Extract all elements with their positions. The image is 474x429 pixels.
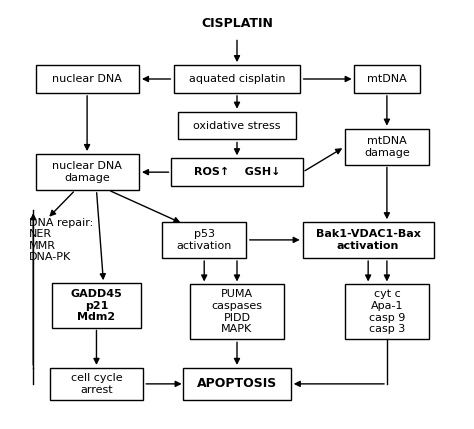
Text: Bak1-VDAC1-Bax
activation: Bak1-VDAC1-Bax activation xyxy=(316,229,420,251)
Text: APOPTOSIS: APOPTOSIS xyxy=(197,378,277,390)
FancyBboxPatch shape xyxy=(36,65,138,93)
Text: GADD45
p21
Mdm2: GADD45 p21 Mdm2 xyxy=(71,289,122,322)
FancyBboxPatch shape xyxy=(354,65,419,93)
Text: aquated cisplatin: aquated cisplatin xyxy=(189,74,285,84)
FancyBboxPatch shape xyxy=(50,368,143,400)
Text: CISPLATIN: CISPLATIN xyxy=(201,18,273,30)
Text: mtDNA: mtDNA xyxy=(367,74,407,84)
FancyBboxPatch shape xyxy=(345,284,429,339)
FancyBboxPatch shape xyxy=(172,158,302,186)
FancyBboxPatch shape xyxy=(190,284,284,339)
Text: mtDNA
damage: mtDNA damage xyxy=(364,136,410,157)
Text: cell cycle
arrest: cell cycle arrest xyxy=(71,373,122,395)
FancyBboxPatch shape xyxy=(178,112,296,139)
FancyBboxPatch shape xyxy=(36,154,138,190)
FancyBboxPatch shape xyxy=(162,222,246,258)
FancyBboxPatch shape xyxy=(345,129,429,165)
FancyBboxPatch shape xyxy=(174,65,300,93)
FancyBboxPatch shape xyxy=(302,222,434,258)
Text: oxidative stress: oxidative stress xyxy=(193,121,281,130)
FancyBboxPatch shape xyxy=(52,283,141,328)
Text: DNA repair:
NER
MMR
DNA-PK: DNA repair: NER MMR DNA-PK xyxy=(28,218,93,262)
Text: p53
activation: p53 activation xyxy=(176,229,232,251)
Text: PUMA
caspases
PIDD
MAPK: PUMA caspases PIDD MAPK xyxy=(211,290,263,334)
Text: nuclear DNA: nuclear DNA xyxy=(52,74,122,84)
FancyBboxPatch shape xyxy=(183,368,291,400)
Text: ROS↑    GSH↓: ROS↑ GSH↓ xyxy=(194,167,280,177)
Text: nuclear DNA
damage: nuclear DNA damage xyxy=(52,161,122,183)
Text: cyt c
Apa-1
casp 9
casp 3: cyt c Apa-1 casp 9 casp 3 xyxy=(369,290,405,334)
